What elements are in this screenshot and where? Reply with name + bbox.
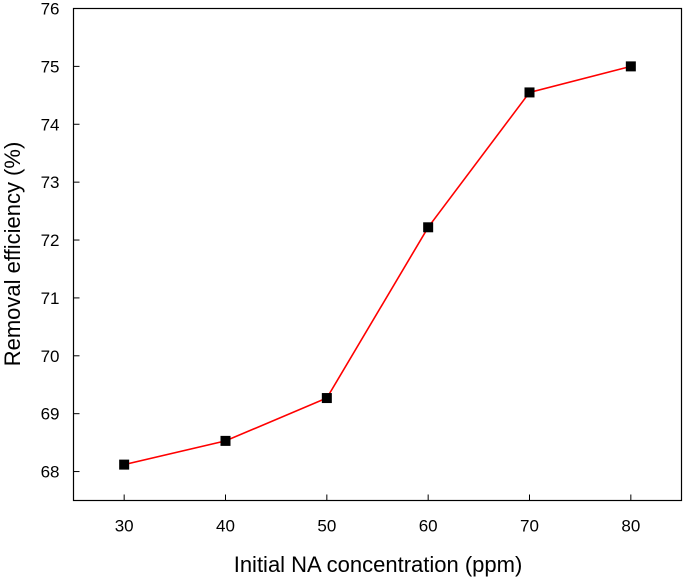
x-axis-ticks: 30 40 50 60 70 80	[115, 494, 640, 536]
y-tick-label: 73	[41, 173, 60, 192]
y-axis-title: Removal efficiency (%)	[0, 142, 25, 367]
y-tick-label: 74	[41, 115, 60, 134]
series-group	[119, 61, 636, 470]
data-point	[625, 61, 636, 72]
y-tick-label: 76	[41, 0, 60, 19]
y-tick-label: 69	[41, 405, 60, 424]
x-tick-label: 70	[520, 517, 539, 536]
y-tick-label: 71	[41, 289, 60, 308]
y-tick-label: 68	[41, 463, 60, 482]
x-axis-title: Initial NA concentration (ppm)	[234, 552, 523, 577]
data-point	[119, 459, 130, 470]
y-tick-label: 72	[41, 231, 60, 250]
series-line	[123, 65, 632, 466]
data-point	[220, 435, 231, 446]
x-tick-label: 30	[115, 517, 134, 536]
y-tick-label: 75	[41, 57, 60, 76]
y-tick-label: 70	[41, 347, 60, 366]
plot-frame	[72, 7, 683, 502]
data-point	[423, 222, 434, 233]
data-point	[321, 393, 332, 404]
x-tick-label: 40	[216, 517, 235, 536]
x-tick-label: 60	[419, 517, 438, 536]
x-tick-label: 80	[621, 517, 640, 536]
y-axis-ticks: 68 69 70 71 72 73 74 75 76	[41, 0, 80, 482]
x-tick-label: 50	[317, 517, 336, 536]
data-point	[524, 87, 535, 98]
